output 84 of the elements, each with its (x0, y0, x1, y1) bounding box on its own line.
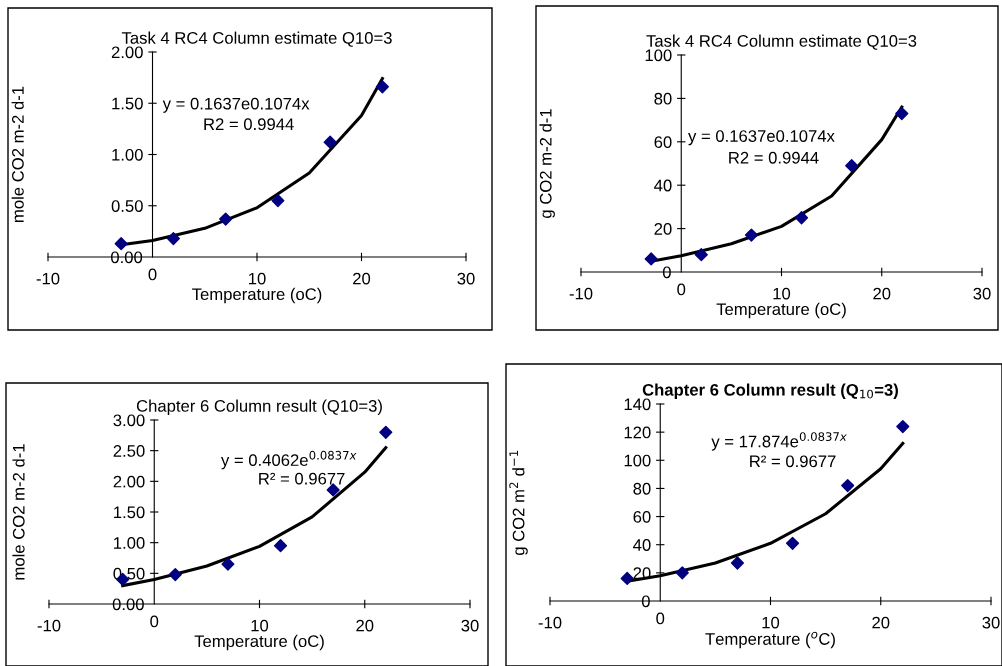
y-tick-label: 1.50 (114, 506, 145, 519)
y-tick-label: 140 (624, 398, 651, 411)
x-tick-label: 10 (773, 287, 791, 300)
y-tick-label: 2.00 (113, 475, 145, 488)
y-tick-label: 0.00 (112, 598, 144, 611)
y-tick-label: 40 (633, 539, 651, 551)
y-tick-label: 100 (645, 49, 672, 62)
x-axis-title: Temperature (oC) (194, 634, 324, 651)
point (644, 252, 658, 266)
x-tick-label: 30 (461, 619, 479, 632)
point (114, 237, 128, 251)
y-tick-label: 1.50 (112, 97, 143, 110)
point (221, 557, 235, 571)
y-tick-label: 1.00 (112, 148, 143, 161)
point (168, 567, 182, 582)
point (845, 159, 859, 173)
annotation: R² = 0.9677 (750, 455, 836, 468)
point (744, 228, 759, 242)
point (675, 566, 689, 580)
annotation: R2 = 0.9944 (204, 118, 294, 131)
x-tick-label: 20 (353, 272, 371, 285)
x-tick-label: 10 (762, 616, 780, 629)
annotation: R² = 0.9677 (259, 472, 345, 485)
x-tick-label: 10 (251, 619, 269, 632)
point (219, 212, 233, 226)
y-tick-label: 2.00 (111, 46, 143, 59)
y-tick-label: 1.00 (114, 537, 145, 549)
y-tick-label: 2.50 (113, 445, 145, 457)
y-tick-label: 60 (654, 136, 672, 148)
point (785, 536, 800, 550)
x-tick-label: -10 (37, 619, 61, 632)
x-tick-label: -10 (538, 616, 562, 629)
x-tick-label: 10 (249, 272, 266, 285)
x-tick-label: -10 (36, 272, 60, 285)
y-tick-label: 80 (633, 482, 651, 495)
x-tick-label: 0 (148, 268, 157, 281)
point (375, 80, 389, 94)
point (620, 571, 634, 586)
point (895, 107, 909, 121)
point (379, 425, 393, 439)
y-axis-title: mole CO2 m-2 d-1 (11, 86, 24, 222)
x-tick-label: 30 (973, 287, 991, 300)
y-tick-label: 3.00 (113, 414, 145, 427)
y-tick-label: 0 (641, 595, 650, 608)
point (841, 479, 855, 493)
y-axis-title: g CO2 m$^{2}$ d$^{−1}$ (509, 450, 528, 556)
point (323, 135, 337, 149)
x-tick-label: 30 (457, 272, 475, 285)
chart-title: Task 4 RC4 Column estimate Q10=3 (121, 31, 392, 47)
point (794, 211, 809, 225)
annotation: R2 = 0.9944 (729, 151, 819, 164)
y-tick-label: 80 (654, 92, 672, 105)
y-tick-label: 0.50 (111, 200, 143, 212)
y-tick-label: 100 (624, 454, 651, 467)
chart-title: Chapter 6 Column result (Q10=3) (136, 399, 382, 416)
x-tick-label: 20 (872, 616, 890, 629)
y-tick-label: 40 (654, 179, 672, 192)
y-axis-title: g CO2 m-2 d-1 (539, 109, 555, 218)
annotation: y = 17.874e$^{0.0837x}$ (711, 432, 847, 451)
x-tick-label: 30 (982, 616, 1000, 629)
x-tick-label: 0 (677, 283, 686, 296)
point (694, 248, 708, 262)
point (273, 539, 288, 553)
x-axis-title: Temperature ($^{o}$C) (705, 631, 835, 649)
y-tick-label: 120 (624, 426, 651, 439)
chart-title: Task 4 RC4 Column estimate Q10=3 (646, 34, 917, 50)
x-tick-label: 20 (356, 619, 374, 632)
x-tick-label: 20 (873, 287, 891, 300)
chart-title: Chapter 6 Column result (Q$_{10}$=3) (642, 383, 898, 400)
annotation: y = 0.1637e0.1074x (688, 130, 835, 146)
y-axis-title: mole CO2 m-2 d-1 (12, 444, 25, 580)
x-tick-label: -10 (569, 287, 593, 300)
y-tick-label: 60 (633, 510, 651, 523)
x-axis-title: Temperature (oC) (192, 287, 322, 304)
point (166, 231, 180, 246)
point (896, 419, 910, 434)
y-tick-label: 0.00 (110, 251, 143, 264)
x-tick-label: 0 (150, 615, 159, 628)
point (271, 194, 285, 208)
point (730, 556, 745, 570)
y-tick-label: 20 (654, 223, 672, 235)
annotation: y = 0.1637e0.1074x (162, 97, 310, 113)
x-axis-title: Temperature (oC) (716, 302, 846, 319)
annotation: y = 0.4062e$^{0.0837x}$ (221, 450, 357, 470)
